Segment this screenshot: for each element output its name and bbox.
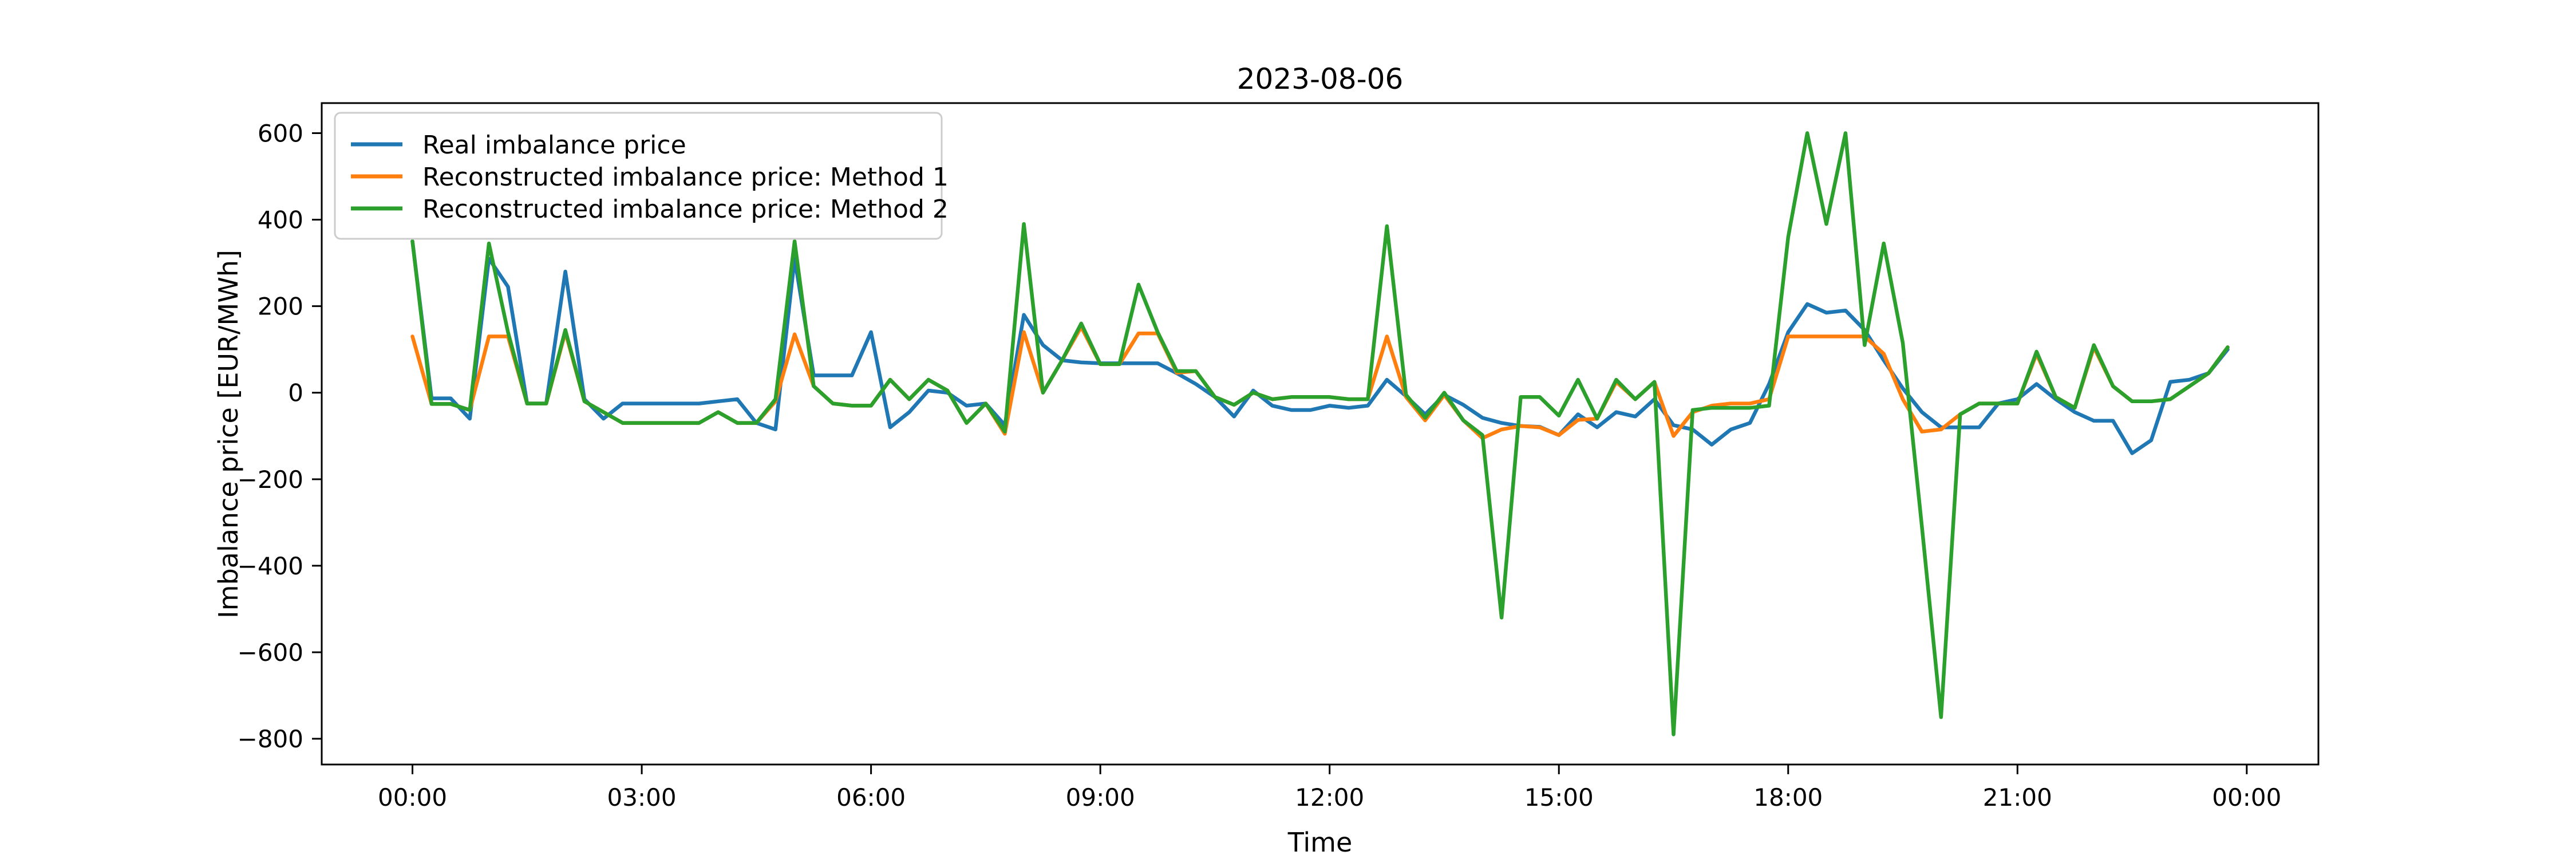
y-tick-label: 600	[258, 120, 303, 148]
legend-item-label: Reconstructed imbalance price: Method 1	[422, 163, 949, 192]
legend-item-reconstructed-method-1: Reconstructed imbalance price: Method 1	[351, 163, 949, 192]
x-axis-ticks: 00:00 03:00 06:00 09:00 12:00 15:00 18:00 21:00…	[378, 765, 2281, 811]
y-axis-ticks: 600 400 200 0 −200 −400 −600 −800	[238, 120, 322, 753]
series-group	[410, 131, 2230, 736]
x-tick-label: 06:00	[836, 783, 906, 811]
chart-title: 2023-08-06	[1237, 62, 1404, 96]
legend-item-label: Real imbalance price	[422, 131, 686, 160]
axes-frame	[321, 102, 2320, 766]
legend-box	[334, 112, 943, 240]
legend-item-reconstructed-method-2: Reconstructed imbalance price: Method 2	[351, 195, 949, 224]
x-tick-label: 12:00	[1295, 783, 1364, 811]
series-line-2-reconstructed-imbalance-price-method-2	[410, 131, 2230, 736]
y-tick-label: −800	[238, 725, 303, 753]
x-tick-label: 09:00	[1066, 783, 1135, 811]
x-tick-label: 21:00	[1983, 783, 2052, 811]
series-line-0-real-imbalance-price	[410, 239, 2230, 455]
y-tick-label: 200	[258, 293, 303, 321]
y-tick-label: −200	[238, 466, 303, 494]
y-tick-label: −600	[238, 639, 303, 667]
y-tick-label: −400	[238, 552, 303, 580]
x-tick-label: 00:00	[378, 783, 447, 811]
legend-item-label: Reconstructed imbalance price: Method 2	[422, 195, 949, 224]
legend: Real imbalance price Reconstructed imbal…	[334, 112, 949, 240]
x-tick-label: 03:00	[607, 783, 677, 811]
x-axis-label: Time	[1287, 827, 1353, 858]
x-tick-label: 18:00	[1753, 783, 1823, 811]
legend-item-real-imbalance-price: Real imbalance price	[351, 131, 686, 160]
y-axis-label: Imbalance price [EUR/MWh]	[213, 250, 244, 618]
y-tick-label: 0	[288, 379, 303, 407]
x-tick-label: 15:00	[1524, 783, 1594, 811]
x-tick-label: 00:00	[2212, 783, 2281, 811]
y-tick-label: 400	[258, 206, 303, 234]
